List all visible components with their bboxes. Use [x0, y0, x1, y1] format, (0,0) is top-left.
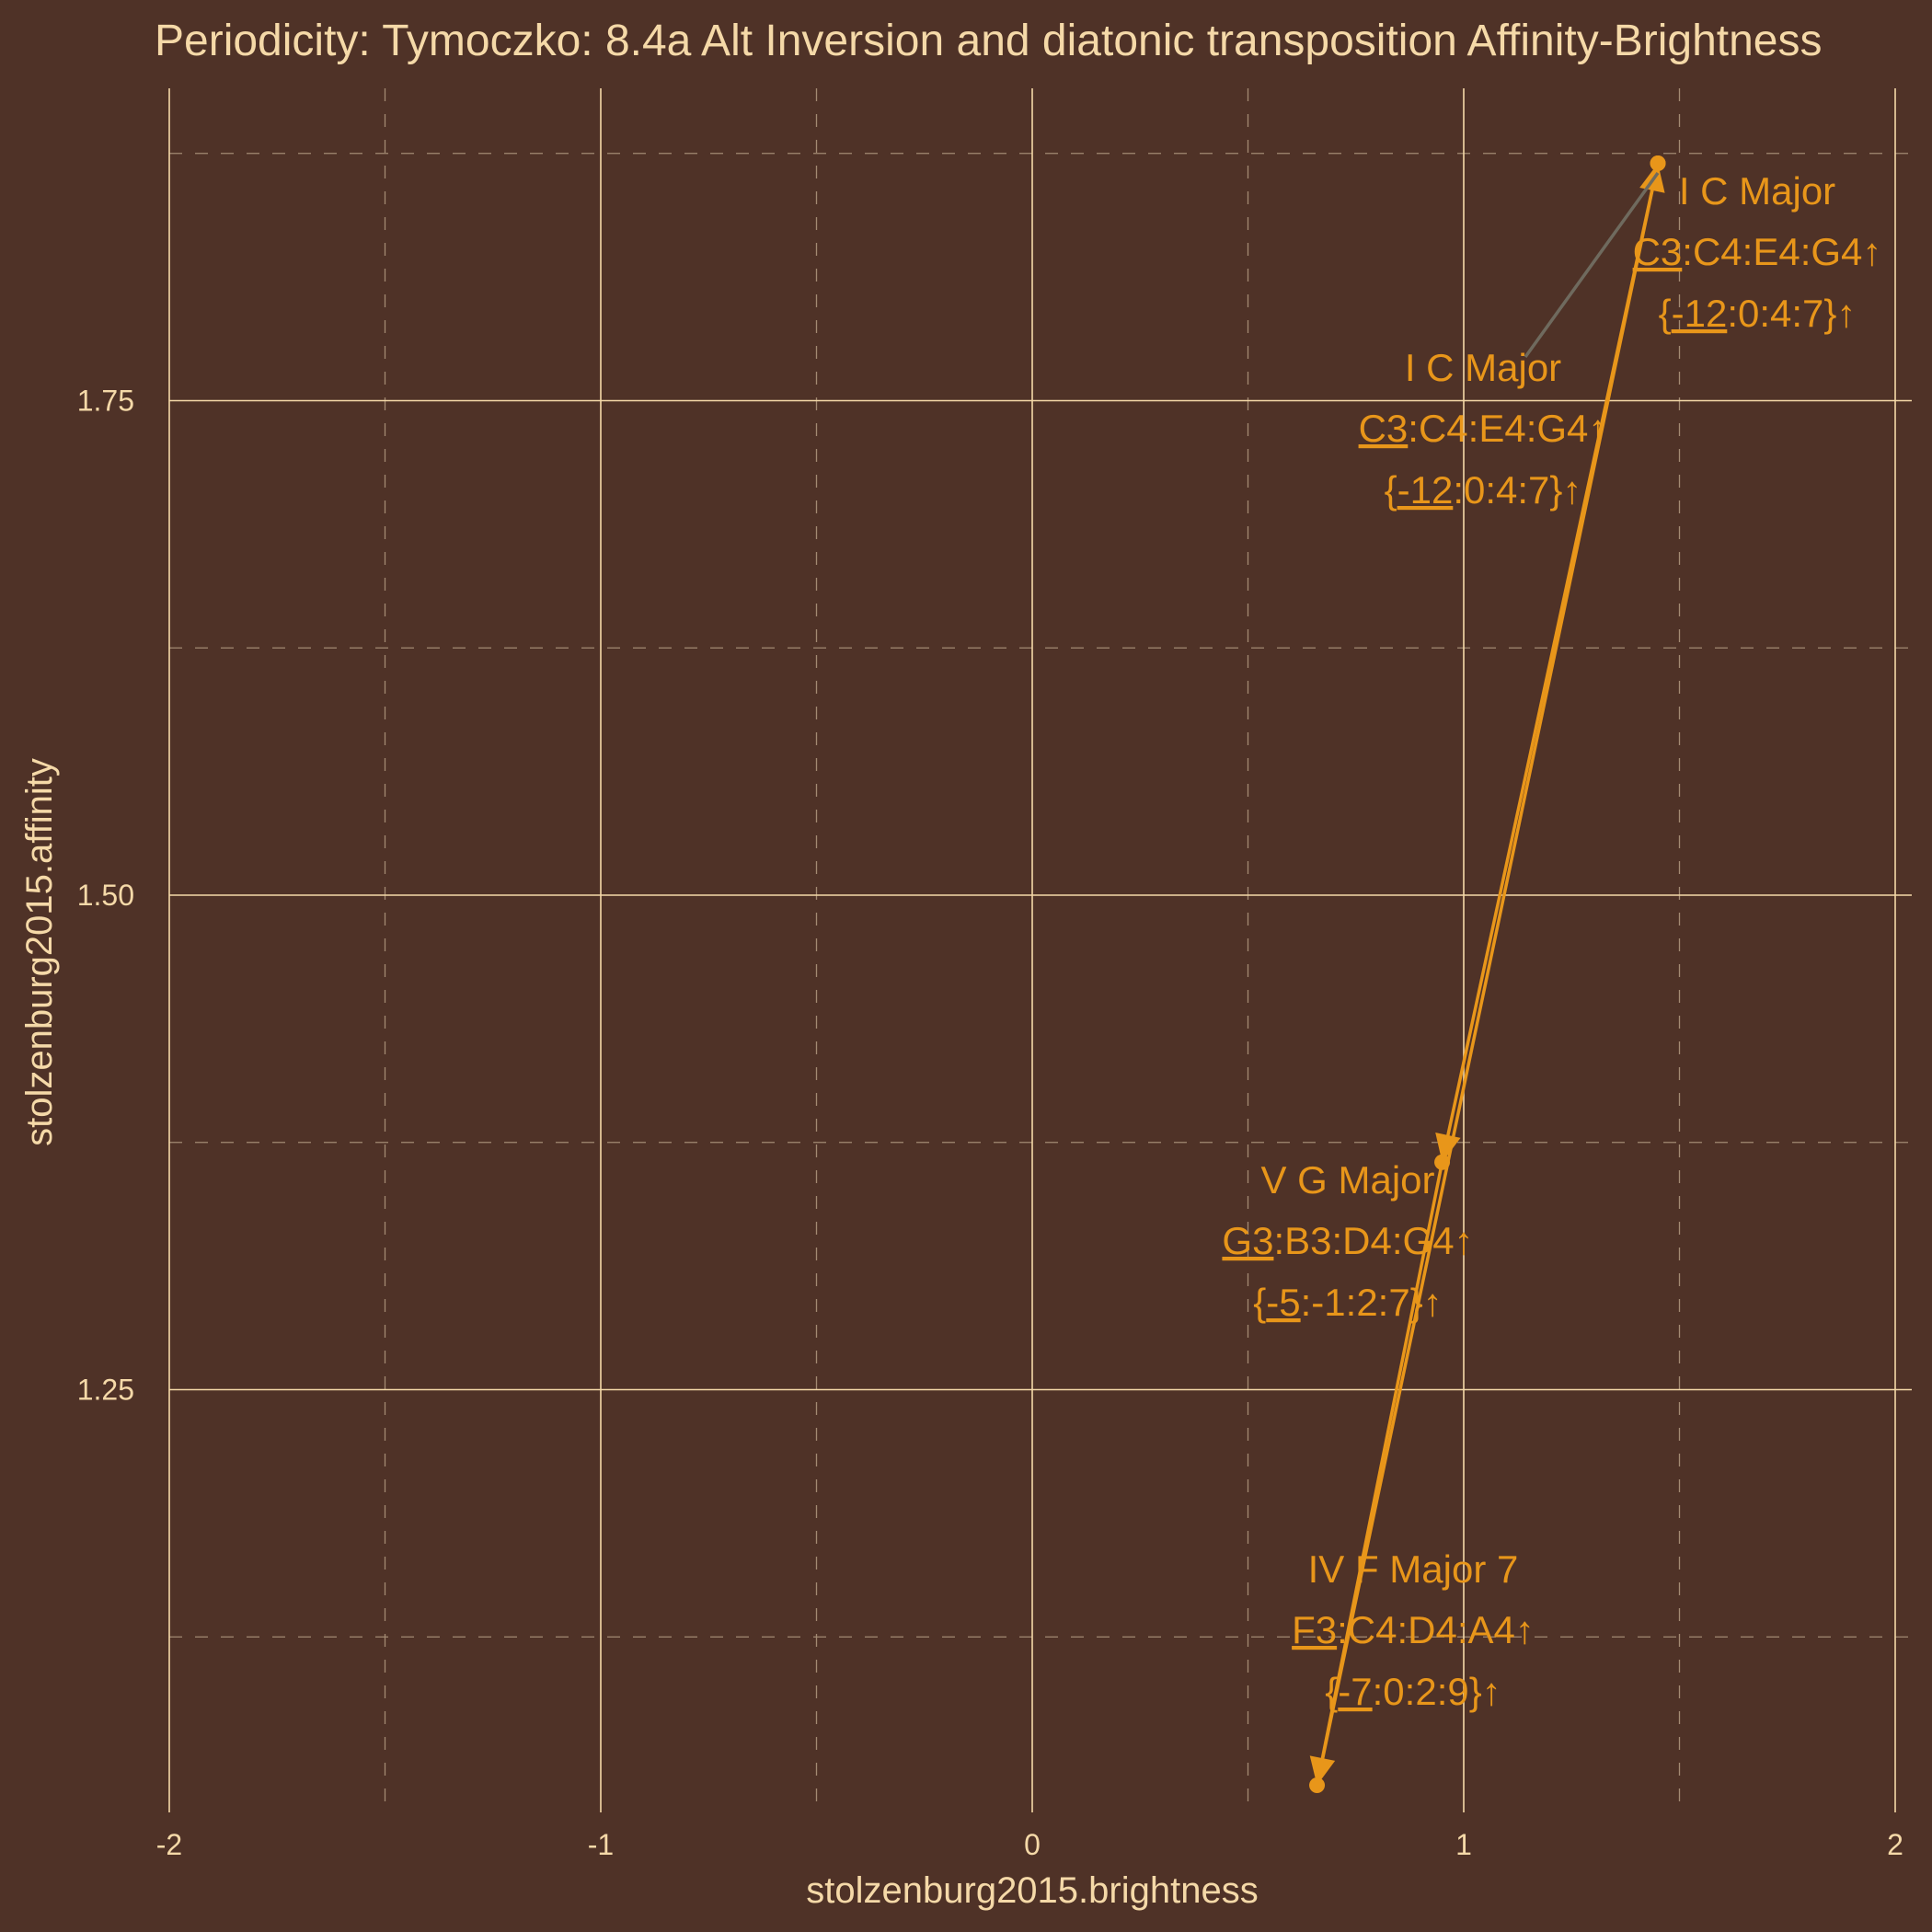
y-axis-title: stolzenburg2015.affinity — [19, 758, 60, 1146]
point-label-segment: :0:4:7}↑ — [1727, 292, 1856, 335]
point-label-segment: :0:2:9}↑ — [1373, 1670, 1501, 1713]
y-tick-label: 1.50 — [77, 879, 134, 912]
point-label-segment: :-1:2:7}↑ — [1301, 1281, 1443, 1324]
point-label-line: G3:B3:D4:G4↑ — [1222, 1219, 1473, 1262]
point-label-segment: C3 — [1359, 407, 1409, 450]
point-label-segment: :C4:E4:G4↑ — [1682, 230, 1881, 273]
point-label-line: C3:C4:E4:G4↑ — [1359, 407, 1608, 450]
x-tick-label: -1 — [588, 1828, 614, 1861]
x-tick-label: 0 — [1024, 1828, 1041, 1861]
y-tick-label: 1.75 — [77, 385, 134, 418]
point-label-segment: { — [1325, 1670, 1338, 1713]
point-label-line: F3:C4:D4:A4↑ — [1292, 1608, 1535, 1651]
x-tick-label: 2 — [1887, 1828, 1903, 1861]
point-label-name: I C Major — [1405, 346, 1561, 389]
data-point — [1434, 1154, 1451, 1170]
x-tick-label: 1 — [1455, 1828, 1472, 1861]
point-label-segment: { — [1253, 1281, 1266, 1324]
x-tick-label: -2 — [156, 1828, 182, 1861]
point-label-segment: -7 — [1338, 1670, 1372, 1713]
point-label: IV F Major 7 F3:C4:D4:A4↑ {-7:0:2:9}↑ — [1292, 1547, 1535, 1713]
label-leader-line — [1524, 171, 1660, 359]
point-label-segment: G3 — [1222, 1219, 1273, 1262]
point-label-segment: :C4:E4:G4↑ — [1408, 407, 1607, 450]
point-label-name: V G Major — [1260, 1158, 1434, 1202]
point-label-line: {-12:0:4:7}↑ — [1659, 292, 1857, 335]
point-label-segment: :B3:D4:G4↑ — [1273, 1219, 1473, 1262]
point-label-segment: :C4:D4:A4↑ — [1337, 1608, 1535, 1651]
tick-labels: -2 -1 0 1 2 1.25 1.50 1.75 — [77, 385, 1903, 1862]
point-label-line: {-7:0:2:9}↑ — [1325, 1670, 1501, 1713]
chart-title: Periodicity: Tymoczko: 8.4a Alt Inversio… — [155, 17, 1823, 65]
grid — [168, 88, 1912, 1812]
series-segment — [1315, 163, 1660, 1786]
data-point — [1309, 1777, 1326, 1793]
point-label: I C Major C3:C4:E4:G4↑ {-12:0:4:7}↑ — [1359, 171, 1660, 512]
data-point — [1650, 155, 1666, 171]
y-tick-label: 1.25 — [77, 1374, 134, 1407]
point-label-segment: -5 — [1266, 1281, 1300, 1324]
point-label-segment: -12 — [1672, 292, 1728, 335]
point-label-name: I C Major — [1679, 169, 1835, 213]
point-label-line: C3:C4:E4:G4↑ — [1633, 230, 1882, 273]
point-label-segment: -12 — [1397, 468, 1454, 512]
point-label-segment: { — [1385, 468, 1397, 512]
point-label-segment: :0:4:7}↑ — [1453, 468, 1581, 512]
point-label-segment: { — [1659, 292, 1672, 335]
series — [1309, 155, 1666, 1793]
point-label-line: {-12:0:4:7}↑ — [1385, 468, 1582, 512]
point-label-segment: C3 — [1633, 230, 1683, 273]
point-label-name: IV F Major 7 — [1308, 1547, 1519, 1591]
point-label-segment: F3 — [1292, 1608, 1337, 1651]
point-label-line: {-5:-1:2:7}↑ — [1253, 1281, 1443, 1324]
x-axis-title: stolzenburg2015.brightness — [806, 1870, 1258, 1911]
